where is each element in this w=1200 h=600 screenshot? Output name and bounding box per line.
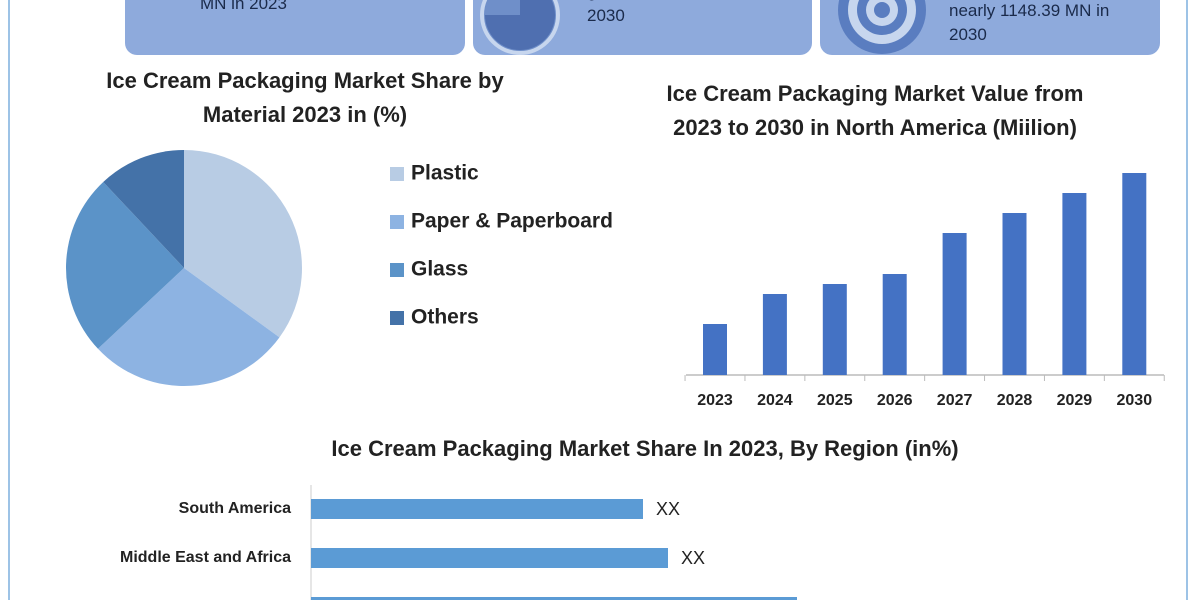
bar: [762, 294, 787, 375]
legend-label: Paper & Paperboard: [411, 210, 613, 233]
data-label: XX: [681, 548, 705, 568]
card-icon: [838, 0, 926, 54]
x-tick-label: 2028: [997, 392, 1033, 409]
y-tick-label: Middle East and Africa: [120, 549, 291, 566]
chart-title: Ice Cream Packaging Market Share In 2023…: [331, 436, 959, 461]
bar: [1062, 193, 1087, 375]
card-text: nearly 1148.39 MN in 2030: [949, 1, 1110, 44]
x-tick-label: 2029: [1057, 392, 1093, 409]
pie-slice: [103, 150, 184, 268]
stat-card: grow at 4.23% from 2024 to 2030: [473, 0, 812, 55]
bar: [1122, 173, 1147, 375]
x-tick-label: 2023: [697, 392, 733, 409]
card-icon: [480, 0, 560, 55]
chart-title: Ice Cream Packaging Market Share by Mate…: [106, 68, 504, 127]
bar: [311, 499, 643, 519]
x-tick-label: 2025: [817, 392, 853, 409]
stat-card: MN in 2023: [125, 0, 465, 55]
legend-swatch: [390, 311, 404, 325]
x-tick-label: 2030: [1117, 392, 1153, 409]
bar: [1002, 213, 1027, 375]
bar: [942, 233, 967, 375]
bar: [311, 548, 668, 568]
data-label: XX: [656, 499, 680, 519]
bar: [703, 324, 727, 375]
x-tick-label: 2027: [937, 392, 973, 409]
card-text: MN in 2023: [200, 0, 287, 13]
bar: [882, 274, 907, 375]
chart-title: Ice Cream Packaging Market Value from 20…: [666, 81, 1084, 140]
bar: [311, 597, 797, 600]
frame: [8, 0, 1188, 600]
x-tick-label: 2026: [877, 392, 913, 409]
pie-slice: [97, 268, 280, 386]
legend-label: Glass: [411, 258, 468, 281]
legend-swatch: [390, 167, 404, 181]
x-tick-label: 2024: [757, 392, 793, 409]
bar: [822, 284, 847, 375]
legend-label: Others: [411, 306, 479, 329]
legend-swatch: [390, 215, 404, 229]
stat-card: nearly 1148.39 MN in 2030: [820, 0, 1160, 55]
pie-slice: [66, 181, 184, 349]
card-text: grow at 4.23% from 2024 to 2030: [587, 0, 796, 25]
legend-label: Plastic: [411, 162, 479, 185]
legend-swatch: [390, 263, 404, 277]
pie-slice: [184, 150, 302, 338]
y-tick-label: South America: [179, 500, 291, 517]
